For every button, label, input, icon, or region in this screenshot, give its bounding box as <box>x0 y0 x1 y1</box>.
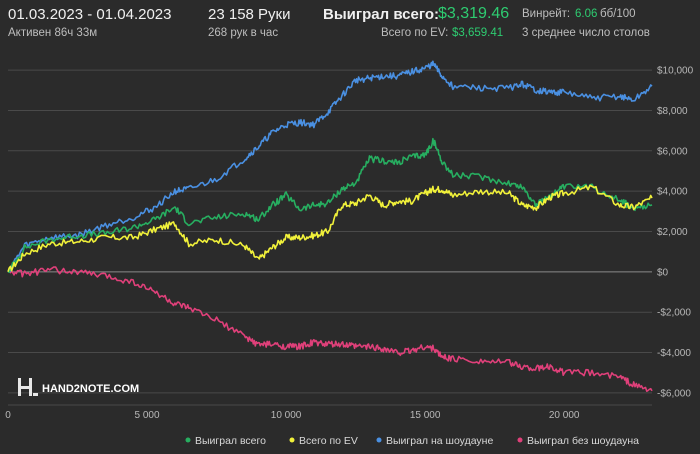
ev-total-value: $3,659.41 <box>452 27 504 39</box>
hands-per-hour: 268 рук в час <box>208 27 279 39</box>
y-tick-label: $6,000 <box>657 146 688 157</box>
y-tick-label: -$6,000 <box>657 388 691 399</box>
winrate-value: 6.06 <box>575 8 598 20</box>
legend-item-won[interactable]: Выиграл всего <box>195 435 266 447</box>
x-tick-label: 0 <box>5 410 11 421</box>
legend: Выиграл всего Всего по EV Выиграл на шоуда… <box>185 435 639 447</box>
stats-header: 01.03.2023 - 01.04.2023 Активен 86ч 33м … <box>0 0 700 44</box>
won-total-value: $3,319.46 <box>438 5 510 22</box>
y-tick-label: -$2,000 <box>657 308 691 319</box>
winrate-label: Винрейт: <box>522 8 571 20</box>
x-tick-label: 15 000 <box>410 410 441 421</box>
y-tick-label: $8,000 <box>657 106 688 117</box>
y-tick-label: $2,000 <box>657 227 688 238</box>
x-tick-label: 20 000 <box>549 410 580 421</box>
series-line-showdown <box>7 60 653 273</box>
won-total-label: Выиграл всего: <box>323 6 440 23</box>
y-tick-label: $10,000 <box>657 66 694 77</box>
ev-total-label: Всего по EV: <box>381 27 449 39</box>
series-line-ev <box>7 184 653 273</box>
legend-marker-showdown <box>376 437 382 443</box>
x-axis-ticks: 0 5 000 10 000 15 000 20 000 <box>5 410 580 421</box>
series-line-non-showdown <box>7 266 653 392</box>
legend-marker-non-showdown <box>517 437 523 443</box>
date-range[interactable]: 01.03.2023 - 01.04.2023 <box>8 6 172 23</box>
legend-item-showdown[interactable]: Выиграл на шоудауне <box>386 435 493 447</box>
legend-item-ev[interactable]: Всего по EV <box>299 435 358 447</box>
series-lines <box>7 60 653 392</box>
hand2note-logo: HAND2NOTE.COM <box>18 378 139 396</box>
legend-item-non-showdown[interactable]: Выиграл без шоудауна <box>527 435 639 447</box>
hands-count: 23 158 Руки <box>208 6 291 23</box>
y-tick-label: $4,000 <box>657 187 688 198</box>
x-tick-label: 10 000 <box>271 410 302 421</box>
logo-mark-icon <box>18 378 38 396</box>
active-time: Активен 86ч 33м <box>8 27 98 39</box>
logo-text: HAND2NOTE.COM <box>42 383 139 395</box>
grid-lines <box>8 69 652 406</box>
winrate-unit: бб/100 <box>600 8 636 20</box>
x-tick-label: 5 000 <box>135 410 160 421</box>
legend-marker-ev <box>289 437 295 443</box>
y-tick-label: $0 <box>657 267 669 278</box>
series-line-won <box>7 137 653 274</box>
y-axis-ticks: -$6,000 -$4,000 -$2,000 $0 $2,000 $4,000 $6,00… <box>657 66 694 400</box>
average-tables: 3 среднее число столов <box>522 27 650 39</box>
legend-marker-won <box>185 437 191 443</box>
y-tick-label: -$4,000 <box>657 348 691 359</box>
